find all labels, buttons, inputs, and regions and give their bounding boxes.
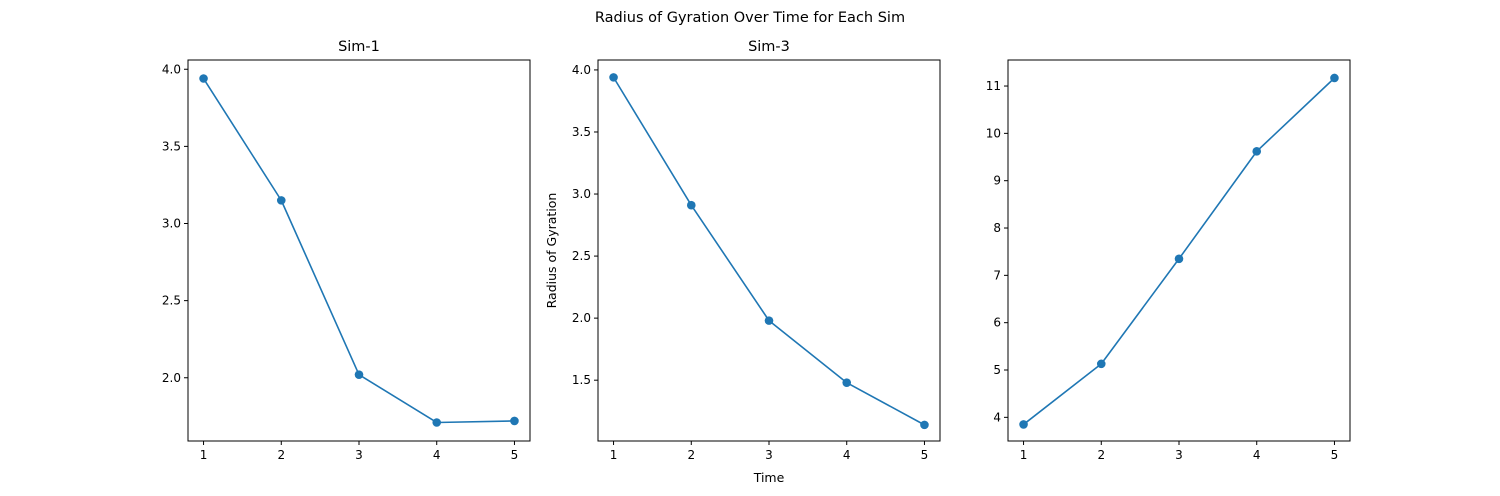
axes-frame (597, 59, 941, 442)
axes-frame (187, 59, 531, 442)
data-point (920, 420, 929, 430)
y-tick-label: 3.5 (572, 125, 591, 139)
x-tick-label: 3 (1175, 448, 1183, 462)
x-tick-label: 4 (1253, 448, 1261, 462)
y-tick-label: 2.5 (162, 294, 181, 308)
x-tick-label: 2 (1097, 448, 1105, 462)
y-tick-label: 10 (986, 126, 1001, 140)
x-tick-label: 5 (1331, 448, 1339, 462)
y-tick-label: 3.5 (162, 139, 181, 153)
y-tick-label: 9 (993, 174, 1001, 188)
subplot-1: 1 2 3 4 5 2.0 2.5 3.0 3.5 4.0 Sim-1 (162, 39, 531, 462)
x-tick-label: 1 (610, 448, 618, 462)
x-tick-label: 3 (355, 448, 363, 462)
subplot-2: 1 2 3 4 5 1.5 2.0 2.5 3.0 3.5 4.0 Sim-3 Time Radius o… (544, 39, 941, 485)
y-tick-label: 11 (986, 79, 1001, 93)
x-tick-label: 5 (921, 448, 929, 462)
data-point (1174, 254, 1184, 264)
data-point (199, 74, 208, 83)
y-tick-label: 2.0 (572, 311, 591, 325)
figure-suptitle: Radius of Gyration Over Time for Each Si… (595, 10, 905, 26)
axes-frame (1007, 59, 1351, 442)
x-axis-label: Time (753, 470, 785, 485)
x-tick-label: 2 (687, 448, 695, 462)
x-tick-label: 4 (433, 448, 441, 462)
data-point (1330, 73, 1339, 83)
y-tick-label: 8 (993, 221, 1001, 235)
data-point (686, 200, 696, 210)
subplot-title: Sim-3 (748, 39, 790, 55)
y-axis-label: Radius of Gyration (544, 193, 559, 309)
x-tick-label: 3 (765, 448, 773, 462)
data-point (1096, 359, 1106, 369)
data-point (764, 316, 774, 325)
y-tick-label: 3.0 (162, 217, 181, 231)
x-tick-label: 5 (511, 448, 519, 462)
data-point (1019, 420, 1028, 429)
subplot-3: 1 2 3 4 5 4 5 6 7 8 9 10 11 (986, 59, 1351, 462)
data-point (609, 73, 618, 82)
x-tick-label: 1 (200, 448, 208, 462)
series-line (612, 76, 925, 426)
y-tick-label: 6 (993, 316, 1001, 330)
y-tick-label: 5 (993, 363, 1001, 377)
data-point (510, 416, 519, 426)
y-tick-label: 2.0 (162, 371, 181, 385)
data-point (842, 378, 852, 387)
x-tick-label: 2 (277, 448, 285, 462)
y-tick-label: 1.5 (572, 373, 591, 387)
y-tick-label: 7 (993, 268, 1001, 282)
x-tick-label: 1 (1020, 448, 1028, 462)
x-tick-label: 4 (843, 448, 851, 462)
subplot-title: Sim-1 (338, 39, 380, 55)
y-tick-label: 4.0 (162, 62, 181, 76)
y-tick-label: 2.5 (572, 249, 591, 263)
y-tick-label: 3.0 (572, 187, 591, 201)
data-point (354, 370, 364, 379)
data-point (1252, 147, 1262, 156)
data-point (276, 196, 286, 205)
series-line (1023, 77, 1336, 426)
data-point (432, 418, 442, 427)
y-tick-label: 4 (993, 410, 1001, 424)
y-tick-label: 4.0 (572, 63, 591, 77)
